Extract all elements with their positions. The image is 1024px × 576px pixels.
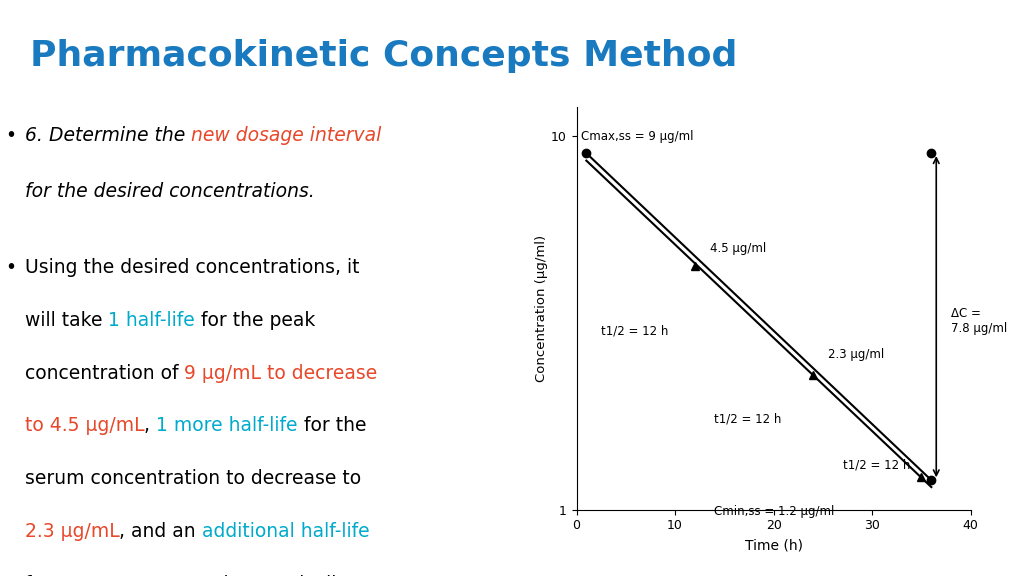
Text: will take: will take xyxy=(25,310,109,329)
Text: Pharmacokinetic Concepts Method: Pharmacokinetic Concepts Method xyxy=(31,39,737,73)
Text: •: • xyxy=(5,126,16,145)
Text: 1 half-life: 1 half-life xyxy=(109,310,195,329)
Text: for the desired concentrations.: for the desired concentrations. xyxy=(25,182,314,201)
Text: Determine the: Determine the xyxy=(48,126,190,145)
Text: 2.3 μg/mL: 2.3 μg/mL xyxy=(25,522,120,541)
Text: 9 μg/mL to decrease: 9 μg/mL to decrease xyxy=(184,363,378,382)
Text: t1/2 = 12 h: t1/2 = 12 h xyxy=(601,325,669,338)
Text: 2.3 μg/ml: 2.3 μg/ml xyxy=(827,348,884,361)
Text: new dosage interval: new dosage interval xyxy=(190,126,381,145)
Text: Cmax,ss = 9 μg/ml: Cmax,ss = 9 μg/ml xyxy=(582,130,694,143)
Text: for the: for the xyxy=(298,416,367,435)
Text: 4.5 μg/ml: 4.5 μg/ml xyxy=(710,242,766,255)
Text: t1/2 = 12 h: t1/2 = 12 h xyxy=(715,412,782,426)
Text: Using the desired concentrations, it: Using the desired concentrations, it xyxy=(25,258,359,276)
Text: 1 more half-life: 1 more half-life xyxy=(157,416,298,435)
Text: Cmin,ss = 1.2 μg/ml: Cmin,ss = 1.2 μg/ml xyxy=(715,505,835,518)
Text: for serum concentrations to decline to: for serum concentrations to decline to xyxy=(25,575,384,576)
Text: serum concentration to decrease to: serum concentration to decrease to xyxy=(25,469,360,488)
Text: t1/2 = 12 h: t1/2 = 12 h xyxy=(843,458,910,471)
Text: ,: , xyxy=(144,416,157,435)
Text: to 4.5 μg/mL: to 4.5 μg/mL xyxy=(25,416,144,435)
Text: for the peak: for the peak xyxy=(195,310,315,329)
Text: , and an: , and an xyxy=(120,522,202,541)
Text: additional half-life: additional half-life xyxy=(202,522,370,541)
Text: concentration of: concentration of xyxy=(25,363,184,382)
Text: •: • xyxy=(5,258,16,276)
Text: ΔC =
7.8 μg/ml: ΔC = 7.8 μg/ml xyxy=(951,307,1008,335)
Text: 6.: 6. xyxy=(25,126,48,145)
Y-axis label: Concentration (μg/ml): Concentration (μg/ml) xyxy=(536,234,548,382)
X-axis label: Time (h): Time (h) xyxy=(744,538,803,552)
